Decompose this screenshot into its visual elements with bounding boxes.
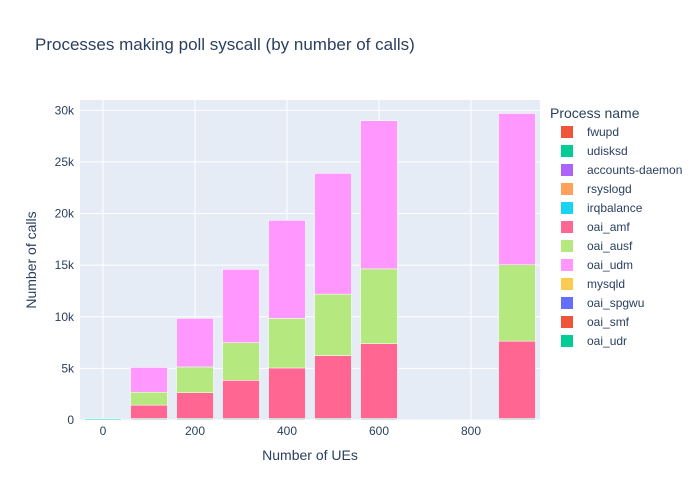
x-tick-label: 400 bbox=[277, 424, 297, 438]
bar-segment-oai_amf bbox=[222, 380, 260, 419]
legend-swatch bbox=[561, 240, 573, 252]
y-tick-label: 0 bbox=[67, 413, 74, 427]
bar-segment-oai_udm bbox=[360, 120, 398, 270]
bar-segment-oai_amf bbox=[314, 355, 352, 419]
bar-segment-oai_udm bbox=[176, 318, 214, 368]
bar-segment-oai_udm bbox=[268, 220, 306, 319]
y-tick-label: 30k bbox=[55, 103, 75, 117]
legend-swatch bbox=[561, 278, 573, 290]
x-tick-label: 600 bbox=[369, 424, 389, 438]
y-tick-label: 5k bbox=[61, 361, 75, 375]
bar-segment-oai_ausf bbox=[222, 342, 260, 381]
bar-segment-oai_udm bbox=[314, 173, 352, 295]
bar-segment-oai_ausf bbox=[176, 366, 214, 393]
y-tick-label: 10k bbox=[55, 310, 75, 324]
bar-segment-oai_udm bbox=[222, 269, 260, 343]
bar-segment-oai_amf bbox=[360, 343, 398, 419]
bar-segment-oai_udm bbox=[130, 367, 168, 393]
legend-swatch bbox=[561, 335, 573, 347]
legend-swatch bbox=[561, 126, 573, 138]
legend-swatch bbox=[561, 202, 573, 214]
legend-item-label: oai_amf bbox=[587, 220, 630, 234]
legend-swatch bbox=[561, 164, 573, 176]
legend-item-label: accounts-daemon bbox=[587, 163, 682, 177]
bar-segment-oai_ausf bbox=[268, 318, 306, 369]
bar-segment-oai_udm bbox=[498, 113, 536, 265]
legend-swatch bbox=[561, 297, 573, 309]
legend-item-label: mysqld bbox=[587, 277, 625, 291]
legend-item-label: udisksd bbox=[587, 144, 628, 158]
legend-swatch bbox=[561, 259, 573, 271]
bar-segment-oai_ausf bbox=[314, 293, 352, 356]
x-tick-label: 200 bbox=[185, 424, 205, 438]
chart-title: Processes making poll syscall (by number… bbox=[35, 35, 415, 54]
legend-item-label: oai_udr bbox=[587, 334, 627, 348]
y-tick-label: 20k bbox=[55, 207, 75, 221]
x-tick-label: 0 bbox=[100, 424, 107, 438]
y-axis-title: Number of calls bbox=[23, 211, 39, 308]
legend-item-label: oai_ausf bbox=[587, 239, 633, 253]
legend-item-label: rsyslogd bbox=[587, 182, 632, 196]
legend-item-label: fwupd bbox=[587, 125, 619, 139]
x-tick-label: 800 bbox=[461, 424, 481, 438]
y-tick-label: 15k bbox=[55, 258, 75, 272]
bar-segment-oai_ausf bbox=[360, 268, 398, 344]
legend-swatch bbox=[561, 145, 573, 157]
legend-swatch bbox=[561, 183, 573, 195]
bar-segment-oai_amf bbox=[498, 340, 536, 419]
legend-item-label: oai_smf bbox=[587, 315, 630, 329]
legend-swatch bbox=[561, 221, 573, 233]
bar-segment-oai_amf bbox=[268, 367, 306, 419]
legend-title: Process name bbox=[550, 105, 640, 121]
plot-background bbox=[80, 100, 540, 420]
bar-segment-irqbalance bbox=[84, 418, 122, 420]
bar-segment-oai_amf bbox=[130, 404, 168, 419]
bar-segment-oai_ausf bbox=[498, 264, 536, 342]
bar-segment-oai_ausf bbox=[130, 391, 168, 406]
y-tick-label: 25k bbox=[55, 155, 75, 169]
legend-swatch bbox=[561, 316, 573, 328]
legend-item-label: irqbalance bbox=[587, 201, 643, 215]
legend-item-label: oai_spgwu bbox=[587, 296, 644, 310]
x-axis-title: Number of UEs bbox=[262, 447, 358, 463]
legend-item-label: oai_udm bbox=[587, 258, 633, 272]
bar-segment-oai_amf bbox=[176, 392, 214, 419]
